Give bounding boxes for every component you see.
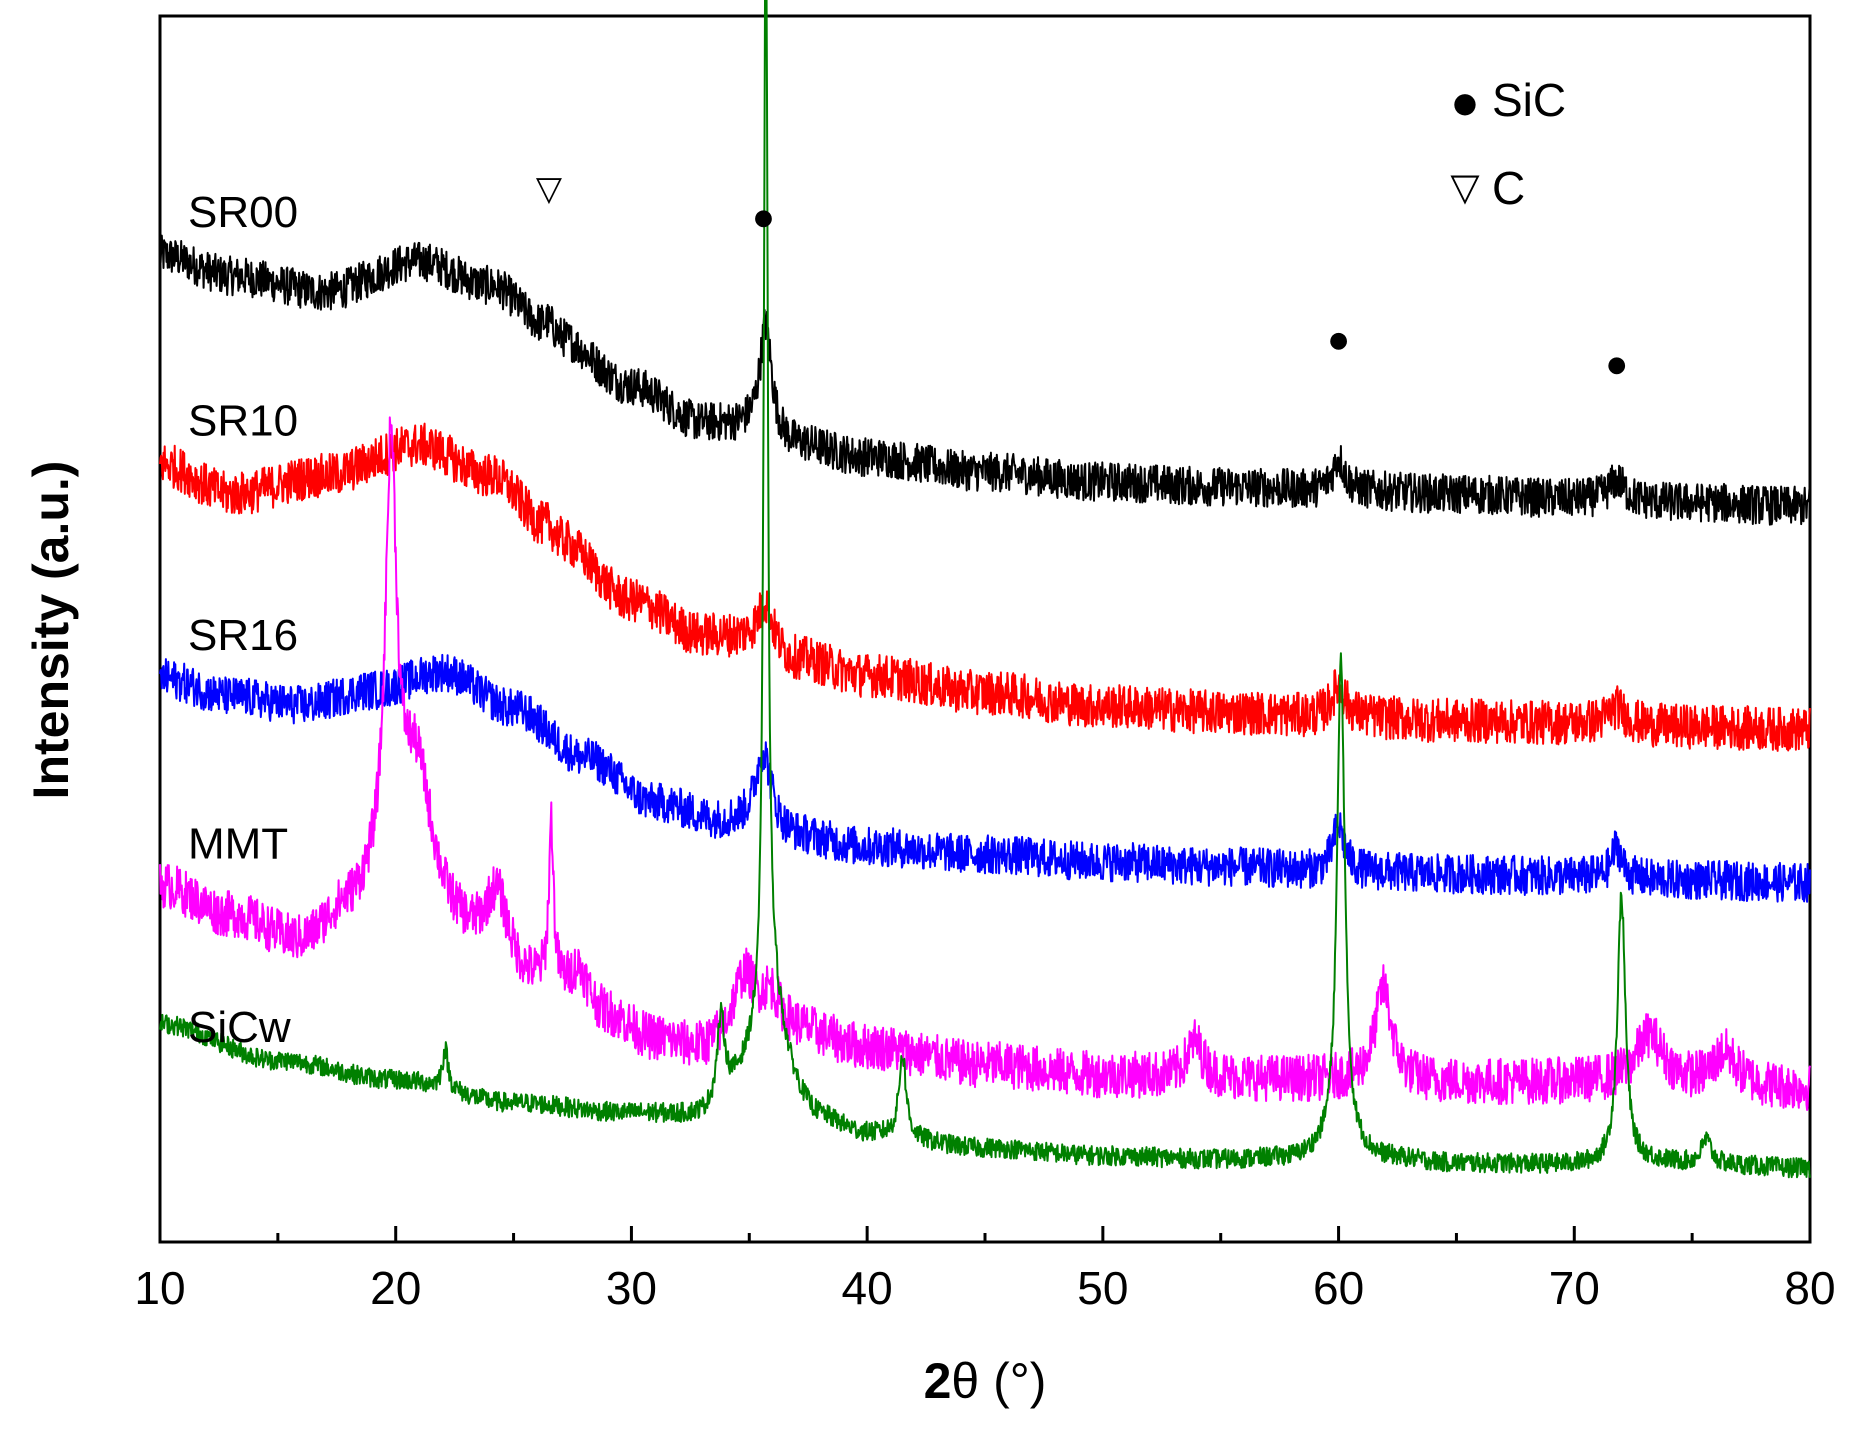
x-axis-title: 2θ (°) xyxy=(924,1353,1047,1409)
sic-peak-marker: ● xyxy=(754,205,773,230)
x-tick-label: 40 xyxy=(842,1262,893,1314)
x-tick-label: 80 xyxy=(1784,1262,1835,1314)
series-label-sr00: SR00 xyxy=(188,188,298,237)
series-line-sicw xyxy=(159,0,1811,1179)
x-tick-label: 20 xyxy=(370,1262,421,1314)
sic-peak-marker: ● xyxy=(1607,353,1626,378)
x-tick-label: 70 xyxy=(1549,1262,1600,1314)
series-line-sr00 xyxy=(159,234,1811,526)
legend-marker-c: ▽ xyxy=(1450,165,1480,209)
series-layer xyxy=(159,0,1811,1179)
x-axis: 10 20 30 40 50 60 70 80 xyxy=(134,1226,1836,1314)
x-tick-label: 50 xyxy=(1077,1262,1128,1314)
plot-frame xyxy=(158,14,1812,1244)
series-line-sr10 xyxy=(159,422,1811,752)
series-label-sicw: SiCw xyxy=(188,1003,291,1052)
legend-label-sic: SiC xyxy=(1492,74,1566,126)
series-label-sr10: SR10 xyxy=(188,396,298,445)
x-tick-label: 10 xyxy=(134,1262,185,1314)
legend-label-c: C xyxy=(1492,162,1525,214)
y-axis-title: Intensity (a.u.) xyxy=(23,461,79,800)
series-line-sr16 xyxy=(159,653,1811,903)
legend: ● SiC ▽ C xyxy=(1450,74,1566,214)
legend-marker-sic: ● xyxy=(1453,86,1477,119)
peak-markers: ▽ ● ● ● xyxy=(536,169,1626,378)
x-tick-label: 30 xyxy=(606,1262,657,1314)
series-label-sr16: SR16 xyxy=(188,611,298,660)
carbon-peak-marker: ▽ xyxy=(536,169,563,209)
series-label-mmt: MMT xyxy=(188,819,288,868)
series-line-mmt xyxy=(159,416,1811,1111)
sic-peak-marker: ● xyxy=(1329,328,1348,353)
x-tick-label: 60 xyxy=(1313,1262,1364,1314)
series-labels: SR00 SR10 SR16 MMT SiCw xyxy=(188,188,298,1052)
